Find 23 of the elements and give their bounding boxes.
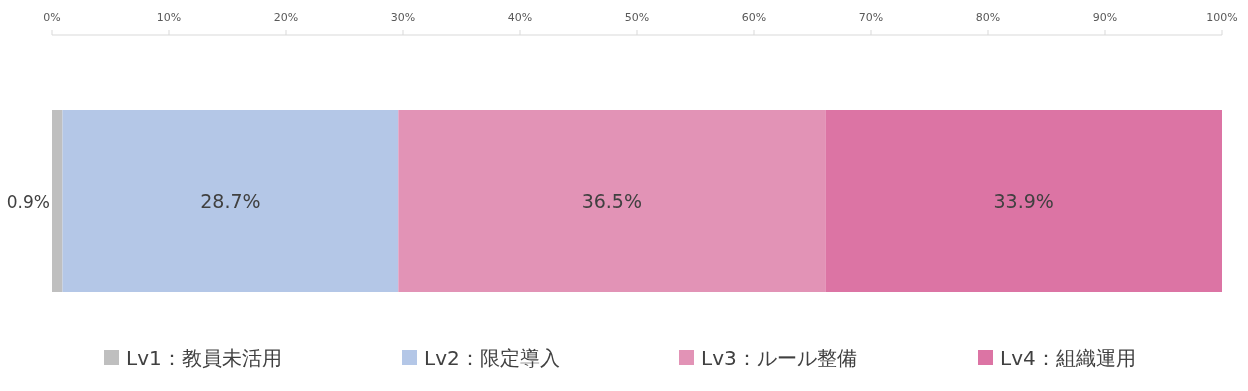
x-tick-label: 60% [741,11,767,24]
x-tick-label: 40% [507,11,533,24]
data-label: 36.5% [581,190,643,212]
x-tick-label: 10% [156,11,182,24]
x-tick-label: 0% [43,11,61,24]
x-tick-label: 100% [1206,11,1238,24]
x-tick-label: 20% [273,11,299,24]
legend-label: Lv1：教員未活用 [126,346,282,370]
bar [62,110,399,292]
x-tick-label: 50% [624,11,650,24]
legend-label: Lv4：組織運用 [1000,346,1136,370]
x-tick-label: 80% [975,11,1001,24]
legend-label: Lv3：ルール整備 [701,346,857,370]
bar [52,110,63,292]
x-tick-label: 30% [390,11,416,24]
bar [825,110,1222,292]
x-tick-label: 70% [858,11,884,24]
x-tick-label: 90% [1092,11,1118,24]
data-label: 28.7% [200,190,261,212]
bar [398,110,826,292]
data-label: 33.9% [993,190,1054,212]
legend-label: Lv2：限定導入 [424,346,560,370]
data-label: 0.9% [6,192,50,212]
